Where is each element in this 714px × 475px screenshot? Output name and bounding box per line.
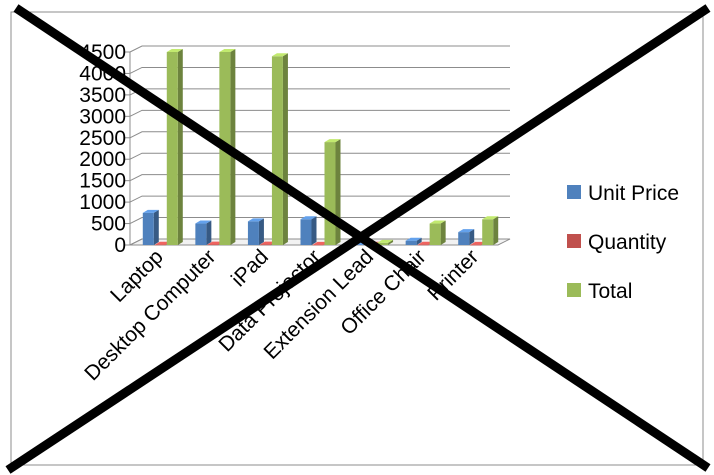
y-tick-label: 2500 (79, 127, 126, 150)
bar-unit-price-desktop-computer (195, 220, 212, 245)
bar-unit-price-data-projector (300, 216, 317, 245)
legend-label-unit-price: Unit Price (588, 182, 679, 205)
bar-unit-price-printer (458, 229, 475, 245)
cross-out-overlay (5, 4, 711, 474)
y-tick-label: 3500 (79, 84, 126, 107)
y-tick-label: 1500 (79, 170, 126, 193)
legend-label-quantity: Quantity (588, 231, 667, 254)
gridline (129, 131, 510, 139)
bar-total-extension-lead (377, 239, 394, 245)
legend-swatch-unit-price (567, 185, 581, 199)
y-tick-label: 1000 (79, 191, 126, 214)
bar-total-ipad (271, 53, 288, 246)
gridline (129, 66, 510, 74)
bar-unit-price-office-chair (405, 237, 422, 245)
y-tick-label: 2000 (79, 148, 126, 171)
legend-swatch-total (567, 283, 581, 297)
bar-total-printer (482, 216, 499, 245)
legend: Unit Price Quantity Total (567, 182, 679, 303)
gridline (129, 195, 510, 203)
gridline (129, 109, 510, 117)
gridline (129, 152, 510, 160)
cross-line-b (5, 4, 711, 474)
bar-total-office-chair (429, 220, 446, 245)
gridline (129, 174, 510, 182)
bar-total-laptop (166, 49, 183, 245)
y-tick-label: 0 (114, 234, 126, 257)
bar-total-data-projector (324, 139, 341, 245)
bar-unit-price-laptop (142, 209, 159, 245)
y-tick-label: 500 (91, 213, 126, 236)
y-tick-label: 3000 (79, 105, 126, 128)
gridline (129, 45, 510, 53)
legend-swatch-quantity (567, 234, 581, 248)
bar-unit-price-ipad (247, 218, 264, 245)
legend-label-total: Total (588, 280, 632, 303)
